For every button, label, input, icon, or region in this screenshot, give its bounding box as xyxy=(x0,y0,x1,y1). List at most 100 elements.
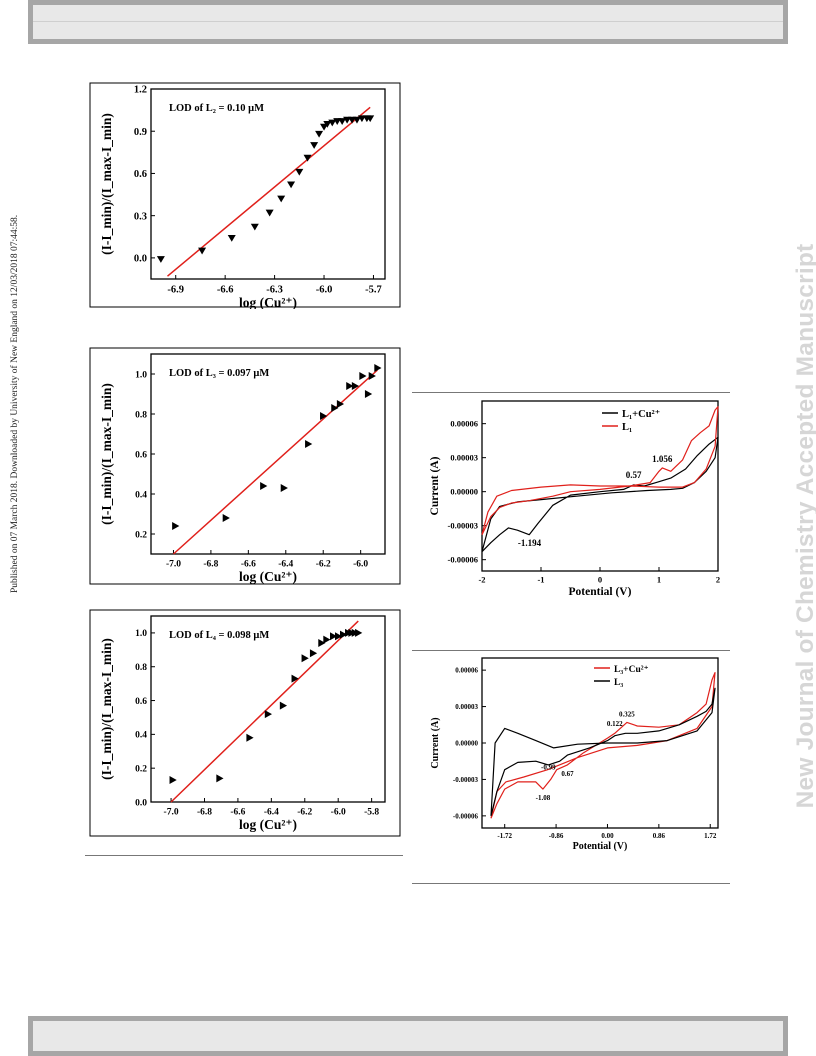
x-axis-label: Potential (V) xyxy=(573,841,628,852)
data-point xyxy=(328,119,337,127)
y-tick-label: 0.9 xyxy=(134,127,147,138)
data-point xyxy=(250,223,259,231)
data-point xyxy=(351,382,360,390)
x-tick-label: -6.6 xyxy=(230,808,245,818)
figure-rule-left xyxy=(85,855,403,856)
x-tick-label: -6.0 xyxy=(316,285,333,296)
x-tick-label: 0.00 xyxy=(601,832,614,840)
data-point xyxy=(303,154,312,162)
x-tick-label: 0.86 xyxy=(653,832,666,840)
data-point xyxy=(305,440,313,448)
lod-label: LOD of L₃ = 0.097 μM xyxy=(169,368,269,379)
x-tick-label: -6.9 xyxy=(167,285,184,296)
data-point xyxy=(287,181,296,189)
data-point xyxy=(246,733,254,742)
x-axis-label: log (Cu²⁺) xyxy=(239,817,297,832)
data-point xyxy=(265,209,274,217)
lod-plot-l2: -6.9 -6.6 -6.3 -6.0 -5.7 0.0 0.3 0.6 0.9 1.2 log (… xyxy=(89,82,401,309)
x-axis-label: log (Cu²⁺) xyxy=(239,295,297,309)
data-point xyxy=(364,390,373,398)
y-tick-label: 0.6 xyxy=(134,169,147,180)
x-tick-label: -7.0 xyxy=(164,808,179,818)
data-point xyxy=(216,774,224,783)
legend-label: L₁+Cu²⁺ xyxy=(622,409,660,420)
y-tick-label: -0.00003 xyxy=(448,521,478,531)
data-point xyxy=(374,364,382,372)
linear-fit-line xyxy=(166,106,371,277)
y-axis-label: (I-I_min)/(I_max-I_min) xyxy=(99,383,114,525)
x-tick-label: -1 xyxy=(537,575,544,585)
data-point xyxy=(198,247,207,255)
data-point xyxy=(346,382,354,390)
data-point xyxy=(340,630,348,639)
peak-annotation: 0.325 xyxy=(619,710,635,718)
data-point xyxy=(291,674,299,683)
x-tick-label: 1.72 xyxy=(704,832,717,840)
y-tick-label: -0.00006 xyxy=(448,555,478,565)
y-tick-label: 0.4 xyxy=(135,731,147,741)
legend-label: L₃+Cu²⁺ xyxy=(614,665,649,675)
figure-frame xyxy=(89,347,401,585)
y-tick-label: -0.00003 xyxy=(453,776,479,784)
figure-rule-right-3 xyxy=(412,883,730,884)
data-point xyxy=(280,484,288,492)
data-point xyxy=(310,142,319,149)
x-tick-label: -6.8 xyxy=(203,560,218,570)
data-point xyxy=(355,628,363,637)
y-tick-label: 1.0 xyxy=(135,370,147,380)
data-point xyxy=(335,632,343,641)
data-point xyxy=(295,168,304,176)
x-tick-label: -6.2 xyxy=(316,560,331,570)
y-tick-label: 0.00000 xyxy=(450,487,478,497)
x-tick-label: -6.4 xyxy=(264,808,279,818)
y-tick-label: 0.00000 xyxy=(455,739,478,747)
data-point xyxy=(318,639,326,648)
x-tick-label: -6.4 xyxy=(278,560,293,570)
y-tick-label: 1.2 xyxy=(134,85,147,96)
data-point xyxy=(359,372,367,380)
plot-area-frame xyxy=(150,353,386,555)
data-point xyxy=(315,130,324,138)
x-tick-label: -6.6 xyxy=(241,560,256,570)
lod-plot-l3: -7.0 -6.8 -6.6 -6.4 -6.2 -6.0 0.2 0.4 0.6 0.8 1.0 l… xyxy=(89,347,401,585)
x-tick-label: -6.0 xyxy=(353,560,368,570)
lod-label: LOD of L₂ = 0.10 μM xyxy=(169,103,264,114)
cv-curve xyxy=(481,436,719,553)
y-tick-label: 0.6 xyxy=(135,697,147,707)
data-point xyxy=(320,412,328,420)
y-tick-label: 0.8 xyxy=(135,663,147,673)
data-point xyxy=(366,115,375,123)
y-tick-label: 1.0 xyxy=(135,629,147,639)
peak-annotation: 0.122 xyxy=(607,720,623,728)
bottom-frame-bar xyxy=(28,1016,788,1056)
x-tick-label: -0.86 xyxy=(549,832,564,840)
y-tick-label: -0.00006 xyxy=(453,812,479,820)
data-point xyxy=(352,116,361,124)
x-axis-label: Potential (V) xyxy=(569,586,632,598)
y-tick-label: 0.00003 xyxy=(455,703,478,711)
y-tick-label: 0.0 xyxy=(135,798,147,808)
peak-annotation: 1.056 xyxy=(652,454,673,464)
y-tick-label: 0.00006 xyxy=(450,419,478,429)
y-tick-label: 0.8 xyxy=(135,410,147,420)
x-tick-label: 1 xyxy=(657,575,661,585)
plot-area-frame xyxy=(150,615,386,803)
data-point xyxy=(279,701,288,710)
peak-annotation: -1.194 xyxy=(518,538,542,548)
peak-annotation: 0.67 xyxy=(561,770,574,778)
data-point xyxy=(260,482,268,490)
y-axis-label: (I-I_min)/(I_max-I_min) xyxy=(99,638,114,780)
cv-plot-l3: -1.72 -0.86 0.00 0.86 1.72 -0.00006 -0.00003 0.… xyxy=(430,657,719,852)
figure-frame xyxy=(89,609,401,837)
figure-rule-right-1 xyxy=(412,392,730,393)
linear-fit-line xyxy=(172,369,379,555)
y-tick-label: 0.0 xyxy=(134,254,147,265)
data-point xyxy=(323,635,331,644)
cv-curve xyxy=(490,687,716,817)
x-tick-label: -5.7 xyxy=(365,285,382,296)
x-tick-label: -6.8 xyxy=(197,808,212,818)
data-point xyxy=(338,118,347,125)
x-axis-label: log (Cu²⁺) xyxy=(239,569,297,584)
lod-plot-l4: -7.0 -6.8 -6.6 -6.4 -6.2 -6.0 -5.8 0.0 0.2 0.4 0.6… xyxy=(89,609,401,837)
data-point xyxy=(264,710,272,719)
